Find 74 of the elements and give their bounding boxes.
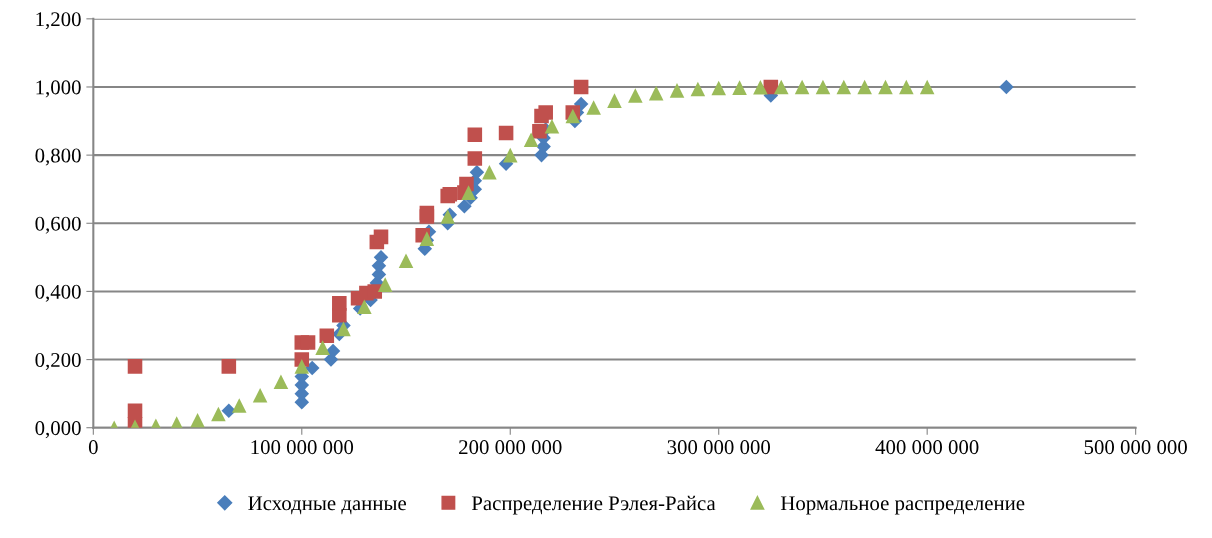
point: [190, 412, 205, 428]
point: [573, 96, 589, 112]
point: [231, 398, 247, 413]
x-tick-label: 400 000 000: [875, 440, 979, 455]
point: [336, 321, 351, 337]
x-tick-label: 0: [88, 440, 98, 455]
point: [221, 403, 237, 418]
point: [523, 132, 539, 148]
point: [367, 284, 383, 299]
point: [498, 125, 514, 141]
point: [502, 147, 518, 163]
y-tick-label: 0,200: [35, 352, 81, 370]
point: [690, 81, 706, 97]
point: [711, 80, 726, 96]
x-tick-label: 300 000 000: [667, 440, 771, 455]
point: [332, 296, 347, 311]
point: [294, 359, 310, 374]
point: [419, 205, 435, 221]
point: [773, 79, 789, 95]
point: [899, 79, 914, 95]
point: [127, 359, 143, 374]
point: [482, 164, 497, 180]
point: [794, 79, 810, 95]
point: [127, 403, 143, 418]
point: [919, 79, 935, 95]
point: [538, 105, 553, 120]
point: [459, 176, 474, 192]
point: [573, 79, 589, 95]
point: [300, 335, 316, 350]
point: [607, 93, 622, 108]
y-tick-label: 1,200: [36, 12, 81, 30]
point: [457, 198, 472, 214]
point: [315, 340, 330, 355]
point: [857, 79, 872, 95]
point: [273, 374, 289, 389]
point: [815, 79, 831, 95]
y-tick-label: 0,600: [35, 216, 81, 234]
legend-label: Исходные данные: [248, 496, 406, 515]
point: [467, 127, 483, 142]
point: [325, 343, 341, 359]
y-tick-label: 0,000: [35, 421, 81, 439]
point: [469, 164, 485, 180]
y-tick-label: 1,000: [36, 80, 81, 98]
point: [532, 123, 547, 139]
point: [319, 328, 335, 343]
point: [878, 79, 893, 95]
point: [252, 388, 268, 403]
legend-label: Нормальное распределение: [780, 496, 1025, 515]
point: [999, 79, 1014, 95]
point: [211, 406, 226, 422]
point: [461, 185, 476, 200]
x-tick-label: 200 000 000: [459, 440, 562, 455]
point: [304, 360, 320, 376]
point: [544, 118, 560, 134]
point: [586, 100, 601, 115]
y-tick-label: 0,400: [35, 284, 81, 302]
point: [373, 229, 389, 245]
point: [669, 83, 685, 98]
point: [732, 80, 747, 95]
point: [836, 79, 852, 95]
x-tick-label: 100 000 000: [251, 440, 354, 455]
point: [565, 108, 581, 124]
y-tick-label: 0,800: [35, 148, 81, 166]
point: [398, 253, 414, 269]
point: [753, 80, 768, 95]
point: [628, 88, 643, 103]
point: [467, 151, 483, 166]
point: [648, 85, 664, 101]
x-tick-label: 500 000 000: [1084, 440, 1187, 455]
point: [221, 359, 237, 374]
legend-label: Распределение Рэлея-Райса: [471, 495, 716, 515]
point: [377, 277, 393, 292]
point: [357, 299, 372, 315]
point: [373, 250, 389, 265]
